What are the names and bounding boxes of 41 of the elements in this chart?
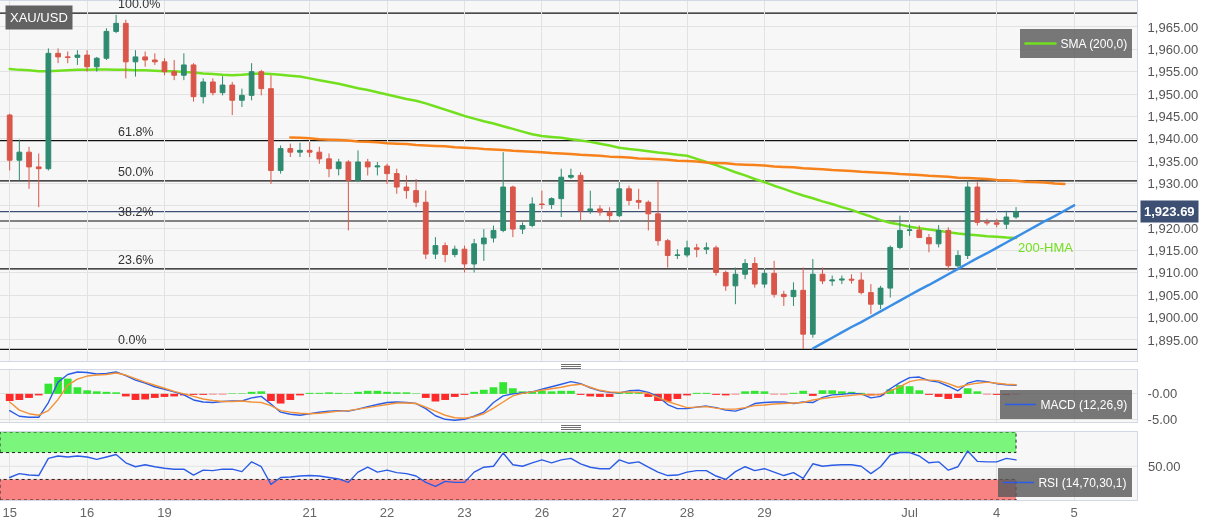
x-tick-label: 16 bbox=[79, 504, 95, 520]
x-tick-label: 19 bbox=[157, 504, 172, 520]
x-tick-label: Jul bbox=[901, 504, 919, 520]
x-tick-label: 27 bbox=[612, 504, 627, 520]
annotation: 61.8% bbox=[118, 125, 154, 139]
x-tick-label: 22 bbox=[379, 504, 395, 520]
x-tick-label: 26 bbox=[534, 504, 550, 520]
y-tick-label: 1,915.00 bbox=[1147, 243, 1199, 259]
annotation: 50.0% bbox=[118, 165, 154, 179]
y-tick-label: 1,900.00 bbox=[1147, 310, 1199, 326]
y-tick-label: -5.00 bbox=[1147, 411, 1178, 427]
y-tick-label: 1,920.00 bbox=[1147, 220, 1199, 236]
y-tick-label: 1,905.00 bbox=[1147, 287, 1199, 303]
y-tick-label: 1,895.00 bbox=[1147, 332, 1199, 348]
y-tick-label: 1,910.00 bbox=[1147, 265, 1199, 281]
ref-line-label: 1,923.69 bbox=[1144, 204, 1195, 219]
x-tick-label: 29 bbox=[757, 504, 772, 520]
y-tick-label: -0.00 bbox=[1147, 386, 1178, 402]
x-tick-label: 15 bbox=[2, 504, 17, 520]
legend-label: RSI (14,70,30,1) bbox=[1038, 476, 1127, 491]
x-tick-label: 28 bbox=[679, 504, 695, 520]
legend-label: SMA (200,0) bbox=[1060, 37, 1128, 52]
y-tick-label: 1,955.00 bbox=[1147, 64, 1199, 80]
y-tick-label: 1,945.00 bbox=[1147, 108, 1199, 124]
x-tick-label: 5 bbox=[1070, 504, 1078, 520]
annotation: 0.0% bbox=[118, 333, 147, 347]
text: XAU/USD bbox=[10, 10, 68, 25]
x-tick-label: 21 bbox=[302, 504, 317, 520]
y-tick-label: 1,960.00 bbox=[1147, 41, 1199, 57]
y-tick-label: 1,935.00 bbox=[1147, 153, 1199, 169]
x-tick-label: 23 bbox=[457, 504, 472, 520]
annotation: 23.6% bbox=[118, 253, 154, 267]
x-tick-label: 4 bbox=[993, 504, 1001, 520]
annotation: 100.0% bbox=[118, 0, 161, 11]
legend-label: MACD (12,26,9) bbox=[1040, 398, 1128, 413]
annotation: 200-HMA bbox=[1018, 240, 1074, 255]
text: 50.00 bbox=[1148, 459, 1181, 474]
y-tick-label: 1,940.00 bbox=[1147, 131, 1199, 147]
y-tick-label: 1,950.00 bbox=[1147, 86, 1199, 102]
y-tick-label: 1,965.00 bbox=[1147, 19, 1199, 35]
y-tick-label: 1,930.00 bbox=[1147, 176, 1199, 192]
